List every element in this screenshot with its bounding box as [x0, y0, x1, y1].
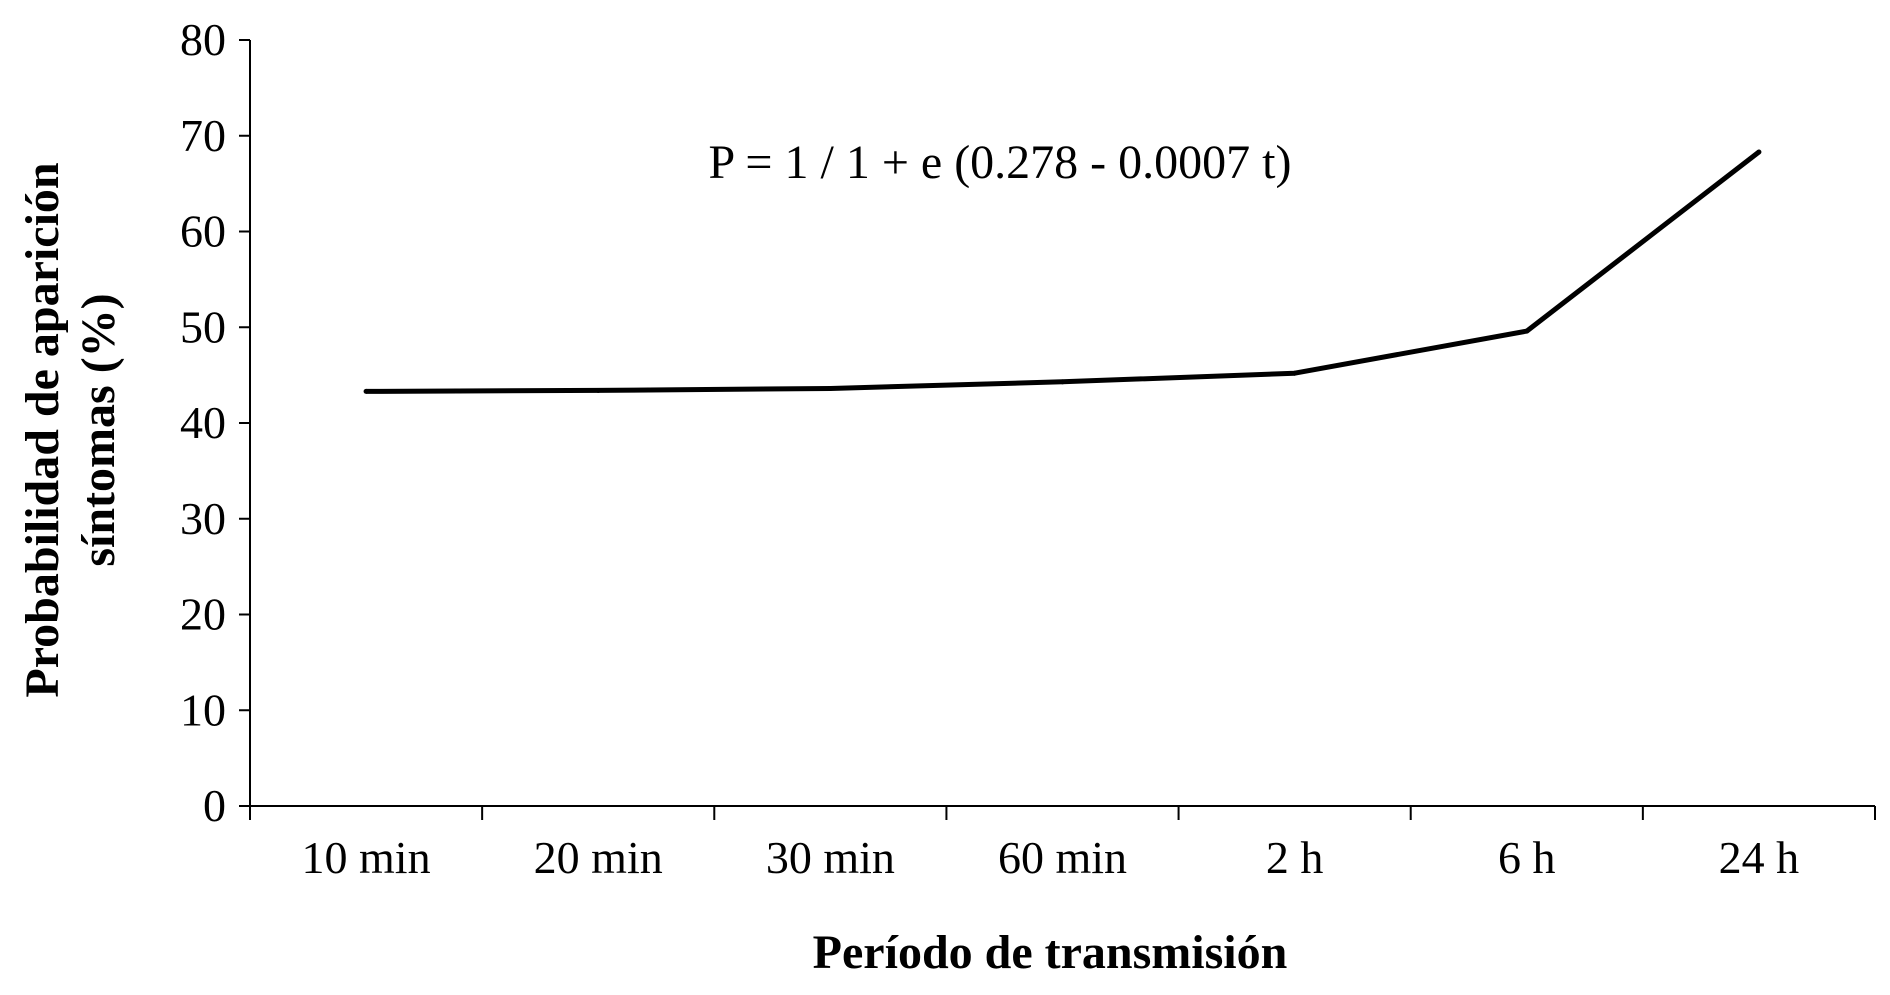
data-point — [363, 388, 369, 394]
y-tick-label: 20 — [180, 589, 226, 640]
y-axis-title-line-1: Probabilidad de aparición — [16, 162, 69, 697]
data-point — [1524, 328, 1530, 334]
y-tick-label: 50 — [180, 301, 226, 352]
y-tick-label: 30 — [180, 493, 226, 544]
y-tick-label: 0 — [203, 780, 226, 831]
y-axis-ticks: 0 10 20 30 40 50 60 70 80 — [180, 14, 250, 831]
data-point — [595, 387, 601, 393]
data-point — [1292, 370, 1298, 376]
series-layer — [363, 149, 1762, 394]
y-tick-label: 70 — [180, 110, 226, 161]
x-tick-label: 2 h — [1266, 832, 1324, 883]
x-tick-label: 10 min — [302, 832, 431, 883]
y-tick-label: 10 — [180, 684, 226, 735]
x-tick-label: 60 min — [998, 832, 1127, 883]
x-axis-ticks: 10 min 20 min 30 min 60 min 2 h 6 h 24 h — [249, 806, 1876, 883]
y-axis-title: Probabilidad de aparición síntomas (%) — [16, 162, 125, 697]
y-tick-label: 60 — [180, 206, 226, 257]
data-point — [1060, 379, 1065, 385]
equation-annotation: P = 1 / 1 + e (0.278 - 0.0007 t) — [709, 136, 1292, 189]
y-tick-label: 40 — [180, 397, 226, 448]
x-tick-label: 6 h — [1498, 832, 1556, 883]
x-tick-label: 30 min — [766, 832, 895, 883]
y-tick-label: 80 — [180, 14, 226, 65]
x-tick-label: 24 h — [1719, 832, 1800, 883]
y-axis-title-line-2: síntomas (%) — [72, 293, 125, 566]
x-tick-label: 20 min — [534, 832, 663, 883]
data-point — [827, 386, 833, 392]
data-point — [1756, 149, 1762, 155]
x-axis-title: Período de transmisión — [813, 926, 1288, 979]
